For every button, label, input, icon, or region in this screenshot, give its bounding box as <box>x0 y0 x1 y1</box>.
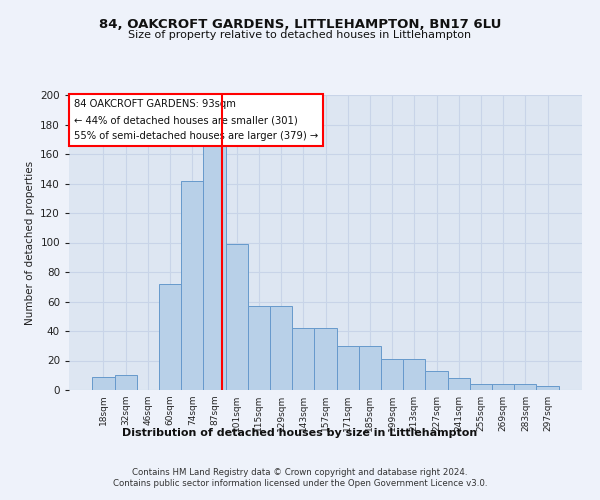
Bar <box>425 371 448 390</box>
Text: Size of property relative to detached houses in Littlehampton: Size of property relative to detached ho… <box>128 30 472 40</box>
Bar <box>359 346 381 390</box>
Text: 84, OAKCROFT GARDENS, LITTLEHAMPTON, BN17 6LU: 84, OAKCROFT GARDENS, LITTLEHAMPTON, BN1… <box>99 18 501 30</box>
Text: 84 OAKCROFT GARDENS: 93sqm
← 44% of detached houses are smaller (301)
55% of sem: 84 OAKCROFT GARDENS: 93sqm ← 44% of deta… <box>74 100 319 140</box>
Bar <box>203 140 226 390</box>
Bar <box>248 306 270 390</box>
Bar <box>92 376 115 390</box>
Bar <box>536 386 559 390</box>
Bar <box>492 384 514 390</box>
Bar <box>514 384 536 390</box>
Bar <box>159 284 181 390</box>
Text: Contains HM Land Registry data © Crown copyright and database right 2024.: Contains HM Land Registry data © Crown c… <box>132 468 468 477</box>
Bar <box>270 306 292 390</box>
Bar <box>115 375 137 390</box>
Bar <box>181 180 203 390</box>
Bar <box>448 378 470 390</box>
Bar <box>337 346 359 390</box>
Bar <box>381 359 403 390</box>
Bar <box>470 384 492 390</box>
Bar <box>314 328 337 390</box>
Bar <box>403 359 425 390</box>
Bar <box>226 244 248 390</box>
Bar <box>292 328 314 390</box>
Text: Contains public sector information licensed under the Open Government Licence v3: Contains public sector information licen… <box>113 479 487 488</box>
Text: Distribution of detached houses by size in Littlehampton: Distribution of detached houses by size … <box>122 428 478 438</box>
Y-axis label: Number of detached properties: Number of detached properties <box>25 160 35 324</box>
